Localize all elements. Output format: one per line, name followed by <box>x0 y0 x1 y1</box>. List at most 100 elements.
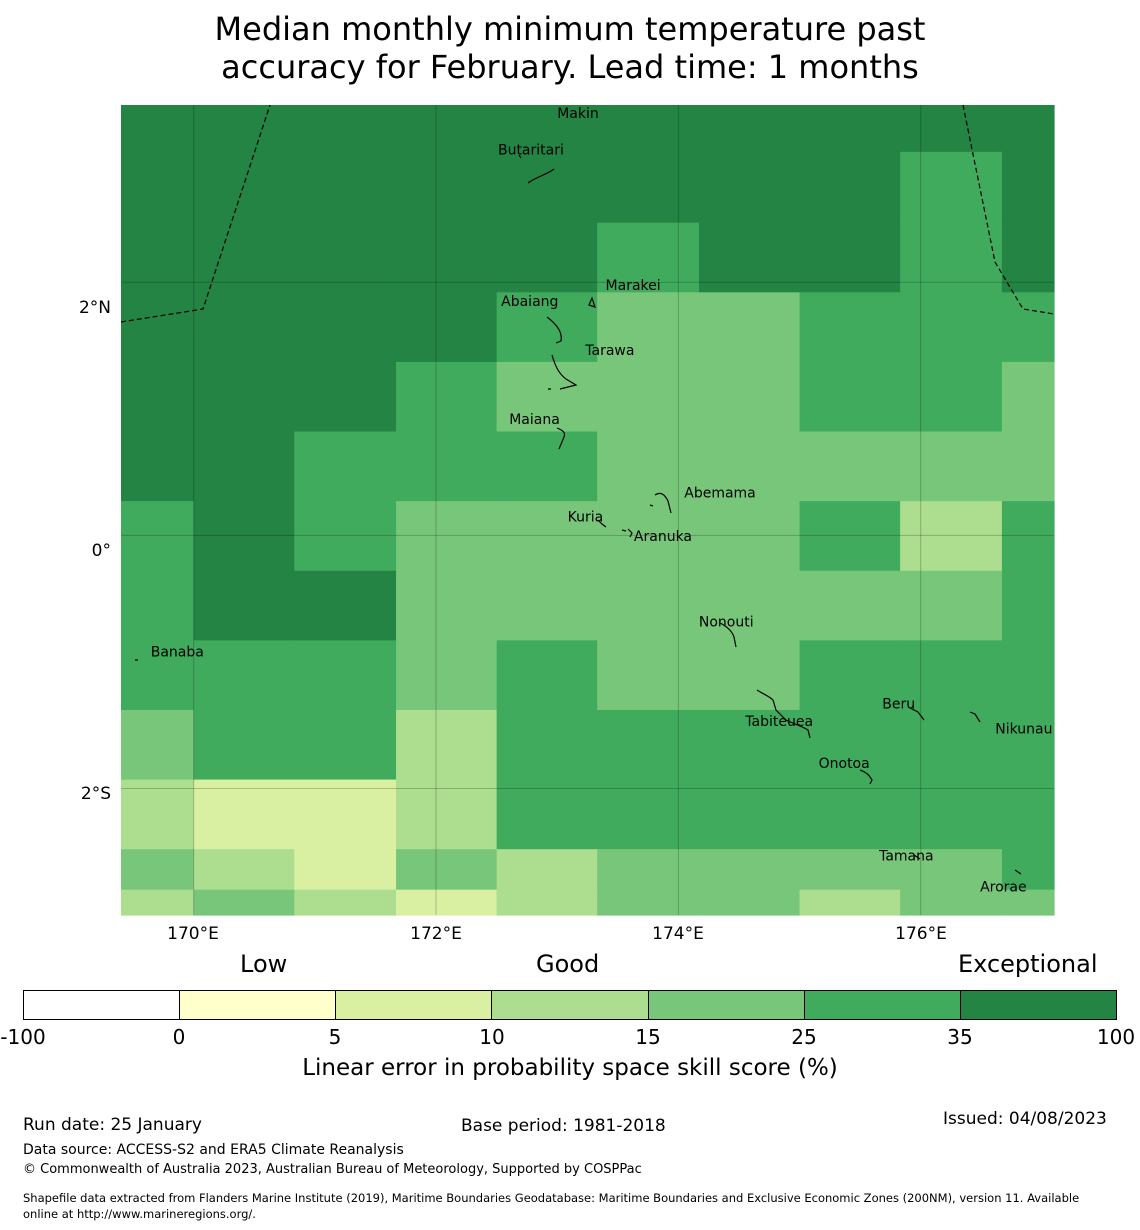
island-outline <box>597 519 607 528</box>
skill-cell <box>597 222 700 293</box>
skill-cell <box>396 501 498 572</box>
island-outline <box>969 711 981 723</box>
skill-cell <box>294 222 397 293</box>
legend-category-good: Good <box>536 950 600 978</box>
island-label: Nonouti <box>699 615 754 631</box>
colorbar-tick: 10 <box>479 1025 505 1049</box>
eez-boundary-east <box>962 104 1055 315</box>
island-outline <box>556 427 566 450</box>
legend-category-exceptional: Exceptional <box>958 950 1098 978</box>
skill-cell <box>1001 709 1055 781</box>
skill-cell <box>799 849 901 891</box>
skill-cell <box>900 709 1003 781</box>
skill-cell <box>496 570 598 641</box>
island-outline <box>588 296 596 308</box>
skill-cell <box>698 640 801 711</box>
skill-cell <box>900 779 1003 850</box>
skill-cell <box>193 849 295 891</box>
copyright: © Commonwealth of Australia 2023, Austra… <box>23 1162 642 1177</box>
skill-cell <box>121 431 195 502</box>
skill-cell <box>597 849 700 891</box>
title-line-2: accuracy for February. Lead time: 1 mont… <box>221 48 919 86</box>
skill-cell <box>799 222 901 293</box>
skill-cell <box>900 105 1003 153</box>
skill-cell <box>193 889 295 916</box>
skill-cell <box>698 292 801 363</box>
skill-cell <box>121 361 195 433</box>
skill-cell <box>698 889 801 916</box>
skill-cell <box>294 709 397 781</box>
skill-cell <box>193 105 295 153</box>
island-outline <box>649 492 672 514</box>
skill-cell <box>597 570 700 641</box>
skill-cell <box>396 709 498 781</box>
skill-cell <box>294 849 397 891</box>
y-tick-label-2s: 2°S <box>80 784 111 804</box>
skill-cell <box>900 889 1003 916</box>
skill-cell <box>496 889 598 916</box>
skill-cell <box>698 222 801 293</box>
skill-cell <box>597 501 700 572</box>
skill-cell <box>193 709 295 781</box>
skill-cell <box>294 431 397 502</box>
skill-cell <box>698 570 801 641</box>
issued-date: Issued: 04/08/2023 <box>943 1109 1107 1129</box>
legend-category-low: Low <box>240 950 288 978</box>
skill-cell <box>496 849 598 891</box>
skill-cell <box>799 105 901 153</box>
skill-cell <box>698 105 801 153</box>
island-label: Abemama <box>684 486 756 502</box>
island-outline <box>719 622 737 648</box>
graticule <box>121 105 1054 915</box>
skill-cell <box>597 779 700 850</box>
skill-cell <box>121 501 195 572</box>
island-label: Maiana <box>509 412 560 428</box>
colorbar-segment <box>804 991 961 1019</box>
skill-cell <box>294 570 397 641</box>
island-label: Banaba <box>151 644 204 660</box>
skill-cell <box>121 849 195 891</box>
skill-cell <box>799 501 901 572</box>
colorbar-tick: 15 <box>635 1025 661 1049</box>
base-period: Base period: 1981-2018 <box>461 1116 666 1136</box>
skill-cell <box>799 709 901 781</box>
skill-cell <box>900 640 1003 711</box>
y-tick-label-2n: 2°N <box>78 298 111 318</box>
skill-cell <box>799 292 901 363</box>
skill-cell <box>698 151 801 224</box>
colorbar-tick: 35 <box>947 1025 973 1049</box>
skill-cell <box>900 151 1003 224</box>
skill-cell <box>1001 889 1055 916</box>
skill-cell <box>1001 222 1055 293</box>
skill-cell <box>121 222 195 293</box>
skill-cell <box>900 849 1003 891</box>
skill-cell <box>496 151 598 224</box>
colorbar-segment <box>336 991 493 1019</box>
colorbar-tick: 25 <box>791 1025 817 1049</box>
skill-cell <box>799 151 901 224</box>
island-outline <box>756 689 811 739</box>
skill-cell <box>496 222 598 293</box>
skill-cell <box>900 292 1003 363</box>
island-outline <box>1014 869 1022 875</box>
skill-cell <box>193 570 295 641</box>
y-tick-label-equator: 0° <box>91 541 111 561</box>
colorbar-segment <box>492 991 649 1019</box>
skill-cell <box>799 361 901 433</box>
skill-cell <box>294 292 397 363</box>
skill-cell <box>294 151 397 224</box>
island-label: Kuria <box>568 509 604 525</box>
island-label: Makin <box>557 106 599 122</box>
skill-cell <box>121 779 195 850</box>
colorbar-segment <box>648 991 805 1019</box>
skill-cell <box>597 889 700 916</box>
skill-cell <box>121 640 195 711</box>
skill-cell <box>597 292 700 363</box>
x-tick-label-172e: 172°E <box>410 924 462 944</box>
island-outline <box>518 154 522 159</box>
skill-cell <box>1001 105 1055 153</box>
skill-cell <box>698 361 801 433</box>
skill-cell <box>396 361 498 433</box>
colorbar-tick: 0 <box>172 1025 186 1049</box>
island-label: Abaiang <box>501 294 558 310</box>
